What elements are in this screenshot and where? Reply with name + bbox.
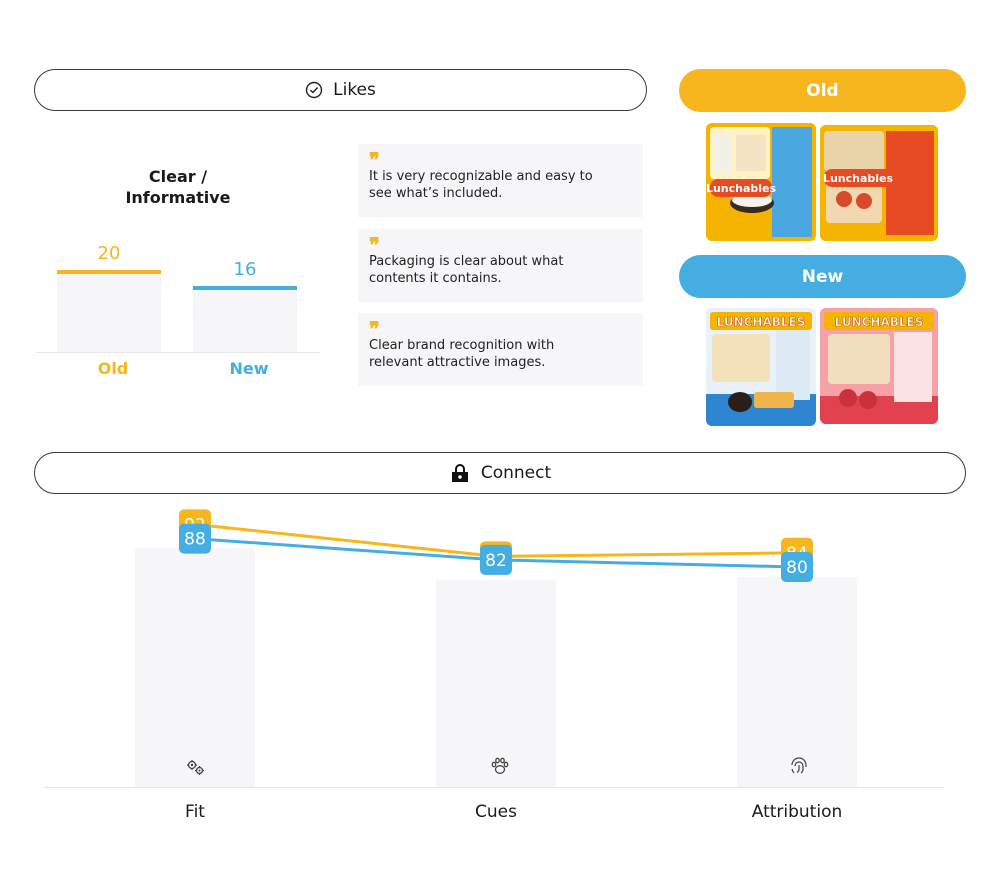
quote-card: ❞ Clear brand recognition with relevant …	[358, 313, 643, 386]
new-label: New	[801, 266, 844, 287]
quote-icon: ❞	[369, 148, 380, 172]
old-pack-pepperoni: Lunchables	[820, 125, 938, 241]
pack-brand: LUNCHABLES	[835, 315, 924, 329]
data-label-new: 88	[179, 523, 211, 554]
connect-bar	[737, 576, 857, 787]
quote-icon: ❞	[369, 233, 380, 257]
connect-chart-axis	[44, 787, 944, 788]
likes-chart-title: Clear / Informative	[88, 166, 268, 208]
pack-brand: Lunchables	[706, 182, 776, 195]
likes-bar-cap	[193, 286, 297, 290]
quote-text-line2: contents it contains.	[369, 271, 502, 286]
old-pack-turkey: Lunchables	[706, 123, 816, 241]
svg-text:88: 88	[184, 530, 206, 550]
likes-bar-category: New	[229, 359, 269, 378]
quote-text-line1: Clear brand recognition with	[369, 338, 555, 353]
likes-chart-title-line2: Informative	[125, 188, 231, 207]
likes-chart-axis	[36, 352, 320, 353]
new-pack-pepperoni: LUNCHABLES	[820, 308, 938, 424]
likes-bar-category: Old	[97, 359, 129, 378]
likes-bar-value: 16	[233, 259, 257, 280]
fingerprint-icon	[791, 757, 807, 774]
likes-bar	[57, 272, 161, 352]
connect-category-label: Attribution	[751, 802, 843, 822]
pack-brand: LUNCHABLES	[717, 315, 806, 329]
connect-bar	[135, 548, 255, 787]
likes-header-label: Likes	[333, 80, 376, 100]
old-label-pill: Old	[679, 69, 966, 112]
quote-text-line1: Packaging is clear about what	[369, 254, 564, 269]
quote-text-line2: see what’s included.	[369, 186, 503, 201]
likes-chart-title-line1: Clear /	[148, 167, 208, 186]
quote-text-line1: It is very recognizable and easy to	[369, 169, 593, 184]
quote-text-line2: relevant attractive images.	[369, 355, 546, 370]
package-image: LUNCHABLES	[706, 308, 816, 426]
pack-brand: Lunchables	[823, 172, 894, 185]
connect-category-label: Fit	[185, 802, 205, 822]
quote-card: ❞ It is very recognizable and easy to se…	[358, 144, 643, 217]
likes-bar-value: 20	[97, 243, 121, 264]
likes-bar	[193, 288, 297, 352]
gears-icon	[187, 760, 204, 775]
data-label-new: 80	[781, 552, 813, 582]
paw-icon	[491, 757, 509, 774]
package-image: Lunchables	[706, 123, 816, 241]
new-label-pill: New	[679, 255, 966, 298]
likes-bar-cap	[57, 270, 161, 274]
quote-icon: ❞	[369, 317, 380, 341]
data-label-new: 82	[480, 544, 512, 575]
package-image: LUNCHABLES	[820, 308, 938, 424]
lock-icon	[451, 464, 468, 482]
likes-header: Likes	[34, 69, 647, 111]
old-label: Old	[806, 80, 839, 101]
svg-text:82: 82	[485, 551, 507, 571]
connect-header-label: Connect	[480, 463, 552, 483]
svg-text:80: 80	[786, 558, 808, 578]
package-image: Lunchables	[820, 125, 938, 241]
connect-header: Connect	[34, 452, 966, 494]
new-pack-turkey: LUNCHABLES	[706, 308, 816, 426]
connect-category-label: Cues	[475, 802, 517, 822]
connect-bar	[436, 580, 556, 787]
quote-card: ❞ Packaging is clear about what contents…	[358, 229, 643, 302]
check-circle-icon	[305, 81, 323, 99]
